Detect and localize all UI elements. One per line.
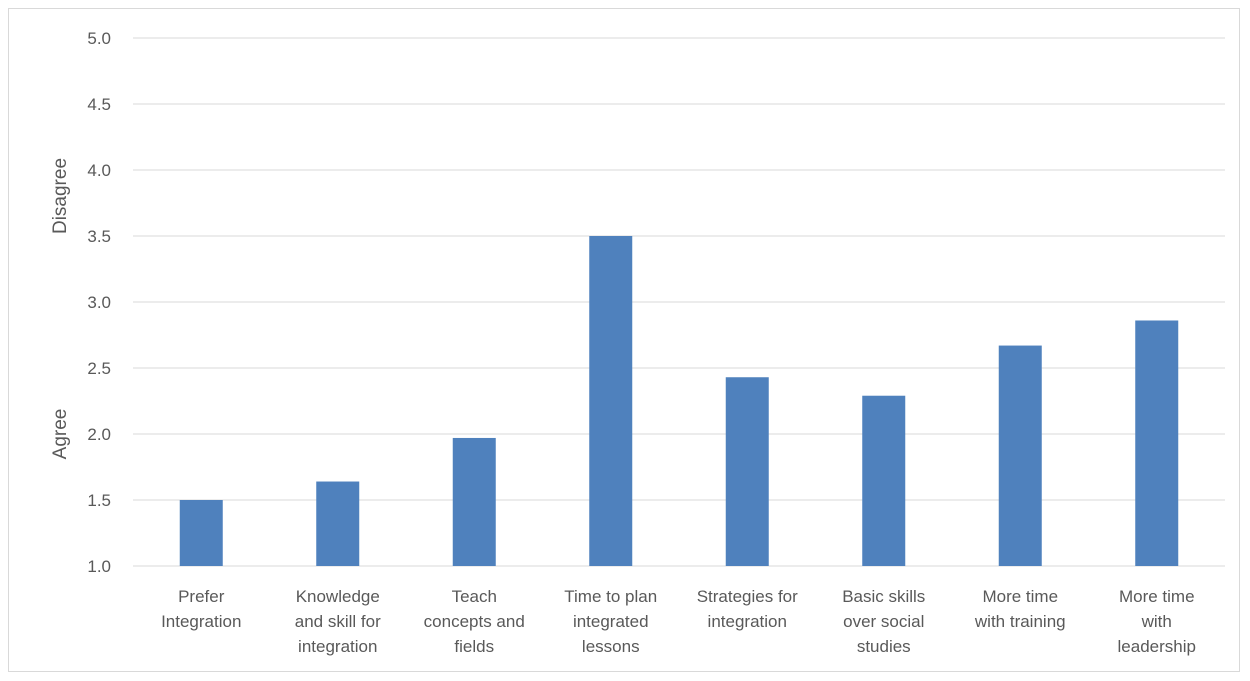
x-category-label: over social [843, 612, 924, 631]
y-tick-label: 4.0 [87, 161, 111, 180]
bar [452, 437, 496, 566]
bar [589, 236, 633, 566]
bar [179, 500, 223, 566]
x-category-label: More time [1119, 587, 1195, 606]
x-category-label: More time [982, 587, 1058, 606]
bar [316, 481, 360, 566]
x-category-label: integration [708, 612, 787, 631]
x-category-label: lessons [582, 637, 640, 656]
x-category-label: Basic skills [842, 587, 925, 606]
x-category-label: Knowledge [296, 587, 380, 606]
x-category-label: and skill for [295, 612, 381, 631]
x-category-label: Prefer [178, 587, 225, 606]
x-category-label: integrated [573, 612, 649, 631]
y-tick-label: 1.5 [87, 491, 111, 510]
y-tick-label: 4.5 [87, 95, 111, 114]
bar [998, 345, 1042, 566]
x-category-label: fields [454, 637, 494, 656]
y-axis-label-disagree: Disagree [50, 158, 71, 234]
y-tick-label: 3.5 [87, 227, 111, 246]
x-category-label: Teach [452, 587, 497, 606]
x-category-label: Integration [161, 612, 241, 631]
bar [1135, 320, 1179, 566]
x-category-label: with [1141, 612, 1172, 631]
y-tick-label: 2.5 [87, 359, 111, 378]
bar [862, 395, 906, 566]
y-tick-label: 2.0 [87, 425, 111, 444]
x-category-label: with training [974, 612, 1066, 631]
y-tick-label: 1.0 [87, 557, 111, 576]
y-tick-label: 5.0 [87, 29, 111, 48]
x-category-label: studies [857, 637, 911, 656]
bar [725, 377, 769, 566]
y-tick-label: 3.0 [87, 293, 111, 312]
x-category-label: Time to plan [564, 587, 657, 606]
y-axis-label-agree: Agree [50, 409, 71, 460]
x-category-label: integration [298, 637, 377, 656]
x-category-label: Strategies for [697, 587, 798, 606]
x-category-label: concepts and [424, 612, 525, 631]
x-category-label: leadership [1118, 637, 1196, 656]
